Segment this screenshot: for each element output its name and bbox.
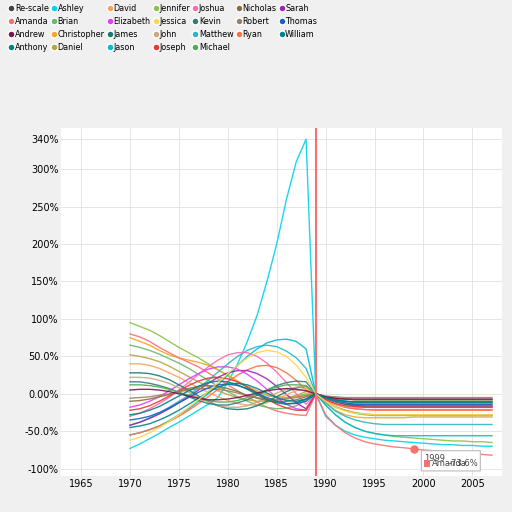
- Text: 1999: 1999: [424, 455, 445, 463]
- FancyBboxPatch shape: [421, 451, 480, 471]
- Text: Amanda: Amanda: [432, 459, 466, 467]
- Text: -73.6%: -73.6%: [449, 459, 478, 467]
- FancyBboxPatch shape: [424, 460, 430, 467]
- Legend: Re-scale, Amanda, Andrew, Anthony, Ashley, Brian, Christopher, Daniel, David, El: Re-scale, Amanda, Andrew, Anthony, Ashle…: [9, 4, 317, 52]
